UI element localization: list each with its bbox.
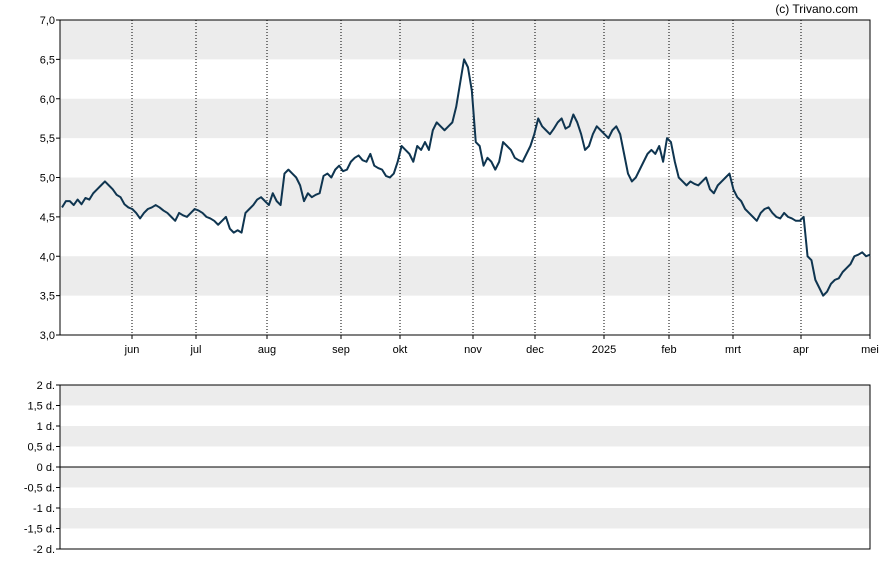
price-line xyxy=(61,58,871,297)
price-band xyxy=(60,98,870,139)
y-tick-label: 5,0 xyxy=(40,173,55,185)
y-tick-label: 3,5 xyxy=(40,291,55,303)
y-tick-label: 0 d. xyxy=(37,462,55,474)
price-frame xyxy=(59,19,871,336)
dividend-band xyxy=(60,467,870,488)
y-tick-label: 4,5 xyxy=(40,212,55,224)
y-tick-label: 0,5 d. xyxy=(27,442,55,454)
y-tick-label: 1,5 d. xyxy=(27,401,55,413)
y-tick-label: 1 d. xyxy=(37,421,55,433)
x-tick-label: mei xyxy=(861,344,879,356)
x-tick-label: jul xyxy=(189,344,201,356)
x-tick-label: apr xyxy=(793,344,809,356)
y-tick-label: -1 d. xyxy=(33,503,55,515)
price-band xyxy=(60,256,870,296)
x-tick-label: okt xyxy=(393,344,408,356)
dividend-band xyxy=(60,385,870,406)
x-tick-label: 2025 xyxy=(592,344,616,356)
y-tick-label: 7,0 xyxy=(40,15,55,27)
y-tick-label: 3,0 xyxy=(40,330,55,342)
x-tick-label: nov xyxy=(464,344,482,356)
copyright-label: (c) Trivano.com xyxy=(775,2,858,16)
price-band xyxy=(60,20,870,60)
x-tick-label: mrt xyxy=(725,344,741,356)
dividend-band xyxy=(60,508,870,529)
dividend-chart: 2 d. 1,5 d. 1 d. 0,5 d. 0 d. -0,5 d. -1 d. -1,5… xyxy=(24,380,871,556)
x-tick-label: dec xyxy=(526,344,544,356)
price-band xyxy=(60,177,870,217)
x-tick-label: feb xyxy=(661,344,676,356)
x-tick-label: jun xyxy=(124,344,140,356)
y-tick-label: -0,5 d. xyxy=(24,483,55,495)
dividend-frame xyxy=(59,384,871,550)
y-tick-label: 4,0 xyxy=(40,251,55,263)
y-tick-label: 2 d. xyxy=(37,380,55,392)
price-chart: jun jul aug sep okt nov dec 2025 feb mrt apr mei 3,0… xyxy=(40,15,879,356)
dividend-band xyxy=(60,426,870,447)
y-tick-label: 5,5 xyxy=(40,133,55,145)
x-tick-label: sep xyxy=(332,344,350,356)
y-tick-label: -1,5 d. xyxy=(24,524,55,536)
y-tick-label: 6,5 xyxy=(40,54,55,66)
x-tick-label: aug xyxy=(258,344,276,356)
y-tick-label: -2 d. xyxy=(33,544,55,556)
y-tick-label: 6,0 xyxy=(40,94,55,106)
